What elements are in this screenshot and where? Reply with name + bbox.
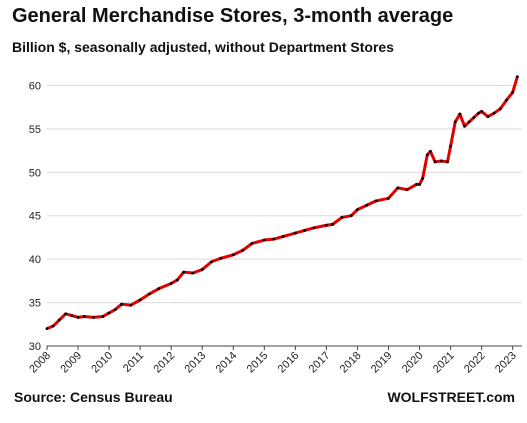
- x-tick-label: 2017: [307, 350, 333, 376]
- data-point: [325, 223, 328, 227]
- data-point: [169, 282, 173, 285]
- data-point: [51, 324, 55, 328]
- x-tick-label: 2019: [369, 350, 395, 376]
- data-point: [418, 183, 421, 186]
- data-point: [472, 116, 476, 119]
- series-line: [46, 76, 519, 331]
- data-point: [107, 311, 111, 315]
- x-tick-label: 2022: [462, 350, 488, 376]
- x-tick-label: 2012: [152, 350, 178, 376]
- data-point: [175, 278, 179, 282]
- x-tick-label: 2008: [27, 350, 53, 376]
- data-point: [120, 302, 123, 306]
- data-point: [515, 75, 519, 79]
- data-point: [477, 111, 480, 115]
- data-point: [492, 111, 496, 115]
- data-point: [374, 199, 378, 203]
- y-tick-label: 50: [29, 167, 41, 179]
- x-tick-label: 2009: [58, 350, 84, 376]
- data-point: [356, 208, 359, 212]
- data-point: [58, 318, 61, 322]
- data-point: [210, 260, 213, 264]
- data-point: [480, 110, 484, 113]
- data-point: [148, 292, 151, 296]
- data-point: [200, 268, 204, 271]
- data-point: [463, 124, 466, 128]
- data-point: [429, 150, 432, 153]
- x-tick-label: 2010: [89, 350, 115, 376]
- data-point: [250, 242, 254, 245]
- data-point: [446, 160, 449, 164]
- data-point: [241, 249, 244, 252]
- data-point: [182, 270, 186, 274]
- x-tick-label: 2016: [276, 350, 302, 376]
- data-point: [449, 144, 452, 148]
- x-tick-label: 2021: [431, 350, 457, 376]
- data-point: [511, 90, 515, 94]
- data-point: [453, 120, 457, 124]
- data-point: [486, 115, 490, 119]
- y-tick-label: 55: [29, 124, 41, 136]
- data-point: [70, 314, 74, 317]
- data-point: [425, 153, 429, 157]
- x-tick-label: 2015: [245, 350, 271, 376]
- data-point: [458, 112, 462, 116]
- data-point: [231, 253, 235, 257]
- y-tick-label: 30: [29, 341, 41, 353]
- data-point: [505, 98, 508, 102]
- data-point: [281, 235, 285, 238]
- data-point: [303, 229, 307, 232]
- x-tick-label: 2020: [400, 350, 426, 376]
- chart-title: General Merchandise Stores, 3-month aver…: [12, 5, 454, 27]
- y-tick-label: 45: [29, 211, 41, 223]
- data-point: [82, 315, 86, 318]
- data-point: [101, 315, 105, 318]
- data-point: [312, 226, 316, 230]
- x-tick-label: 2014: [214, 350, 240, 376]
- data-point: [421, 176, 425, 180]
- data-point: [76, 315, 80, 319]
- data-point: [331, 222, 335, 226]
- x-tick-label: 2018: [338, 350, 364, 376]
- data-point: [467, 120, 471, 124]
- data-point: [498, 107, 502, 111]
- data-point: [262, 238, 266, 242]
- data-point: [191, 271, 195, 275]
- data-point: [138, 298, 142, 302]
- data-point: [365, 203, 369, 207]
- data-point: [129, 303, 133, 307]
- data-point: [349, 214, 353, 218]
- data-point: [92, 315, 95, 319]
- x-tick-label: 2013: [183, 350, 209, 376]
- y-tick-label: 60: [29, 80, 41, 92]
- brand-label: WOLFSTREET.com: [387, 389, 515, 405]
- data-point: [439, 159, 443, 163]
- y-tick-label: 40: [29, 254, 41, 266]
- data-point: [396, 186, 400, 190]
- x-tick-label: 2011: [121, 350, 146, 375]
- chart-subtitle: Billion $, seasonally adjusted, without …: [12, 39, 394, 55]
- data-point: [157, 287, 161, 291]
- data-point: [405, 188, 409, 192]
- data-point: [293, 231, 297, 235]
- data-point: [387, 196, 390, 200]
- x-tick-label: 2023: [493, 350, 519, 376]
- data-point: [64, 312, 68, 316]
- data-point: [415, 183, 418, 186]
- data-point: [45, 327, 49, 331]
- data-point: [272, 237, 276, 241]
- data-point: [433, 160, 437, 164]
- data-point: [113, 308, 117, 311]
- data-point: [219, 256, 223, 260]
- data-point: [340, 216, 344, 219]
- y-tick-label: 35: [29, 298, 41, 310]
- source-note: Source: Census Bureau: [14, 389, 173, 405]
